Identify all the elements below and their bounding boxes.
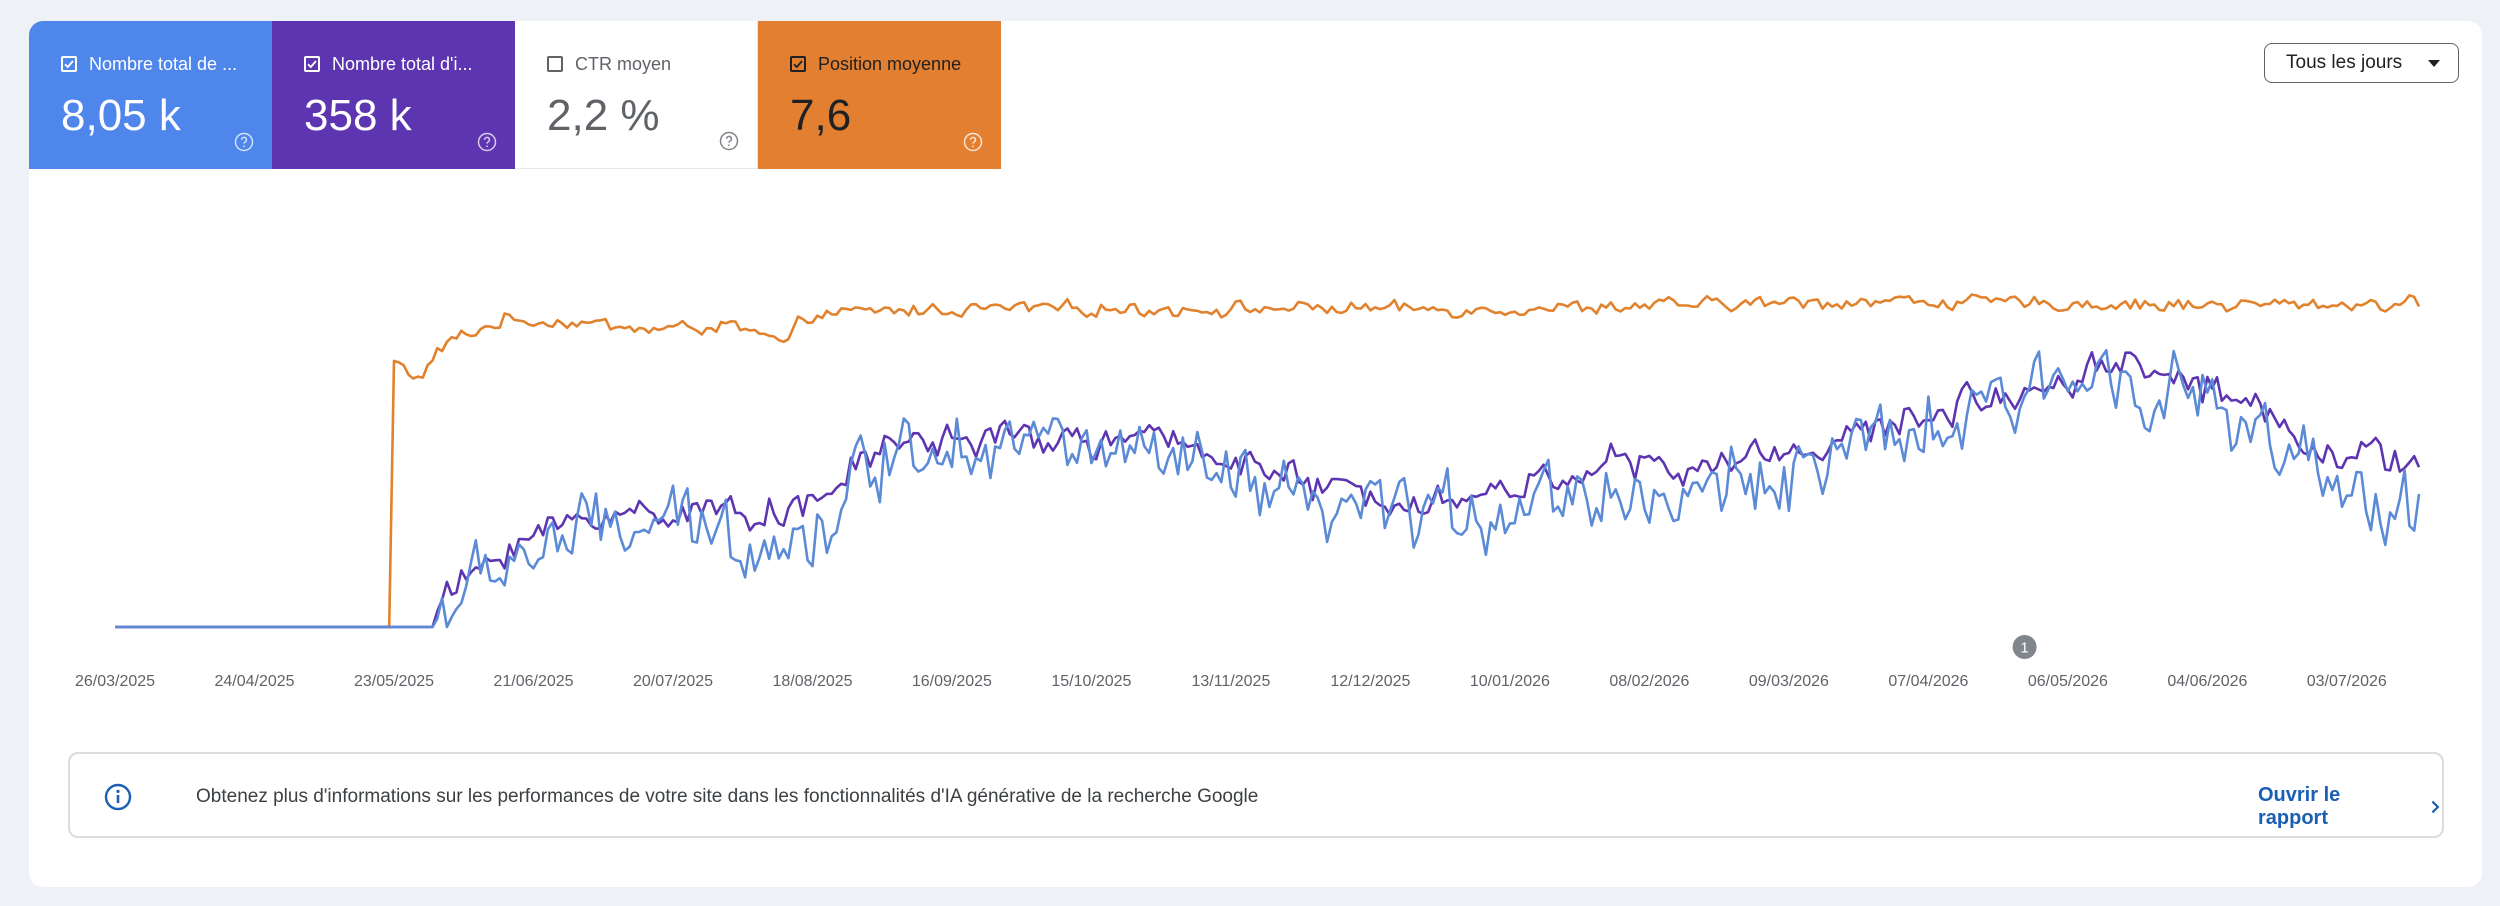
metric-total-impressions[interactable]: Nombre total d'i... 358 k [272, 21, 515, 169]
x-tick-label: 16/09/2025 [912, 673, 992, 690]
x-tick-label: 20/07/2025 [633, 673, 713, 690]
info-icon [104, 783, 132, 811]
open-report-link[interactable]: Ouvrir le rapport [2258, 784, 2442, 830]
metric-value: 8,05 k [61, 91, 181, 140]
metric-label: Nombre total d'i... [332, 53, 473, 74]
open-report-label: Ouvrir le rapport [2258, 784, 2341, 829]
metric-value: 358 k [304, 91, 412, 140]
metric-value: 2,2 % [547, 91, 660, 140]
date-filter-selected: Tous les jours [2286, 52, 2403, 73]
annotation-marker-circle[interactable] [2012, 635, 2037, 659]
caret-down-icon [2428, 60, 2440, 67]
x-tick-label: 03/07/2026 [2307, 673, 2387, 690]
x-tick-label: 08/02/2026 [1609, 673, 1689, 690]
help-icon[interactable] [234, 132, 254, 152]
performance-card: Nombre total de ... 8,05 k Nombre total … [29, 21, 2482, 887]
series-line-2 [115, 349, 2421, 629]
date-filter-dropdown[interactable]: Tous les jours [2264, 43, 2459, 83]
metric-label: CTR moyen [575, 53, 672, 74]
annotation-marker[interactable]: 1 [2012, 635, 2037, 659]
x-tick-label: 12/12/2025 [1330, 673, 1410, 690]
x-tick-label: 26/03/2025 [75, 673, 155, 690]
series-line-1 [115, 351, 2421, 629]
x-tick-label: 10/01/2026 [1470, 673, 1550, 690]
x-tick-label: 18/08/2025 [772, 673, 852, 690]
x-tick-label: 04/06/2026 [2167, 673, 2247, 690]
info-banner: Obtenez plus d'informations sur les perf… [68, 752, 2444, 838]
metric-average-position[interactable]: Position moyenne 7,6 [758, 21, 1001, 169]
x-tick-label: 23/05/2025 [354, 673, 434, 690]
annotation-marker-label: 1 [2020, 640, 2028, 657]
x-tick-label: 15/10/2025 [1051, 673, 1131, 690]
performance-chart: 26/03/2025 24/04/2025 23/05/2025 21/06/2025… [75, 293, 2421, 690]
x-tick-label: 24/04/2025 [214, 673, 294, 690]
banner-message: Obtenez plus d'informations sur les perf… [196, 786, 1259, 807]
metric-value: 7,6 [790, 91, 852, 140]
help-icon[interactable] [719, 131, 739, 151]
help-icon[interactable] [477, 132, 497, 152]
metric-total-clicks[interactable]: Nombre total de ... 8,05 k [29, 21, 272, 169]
help-icon[interactable] [963, 132, 983, 152]
metric-label: Position moyenne [818, 53, 962, 74]
x-tick-label: 07/04/2026 [1888, 673, 1968, 690]
chevron-right-icon [2431, 800, 2440, 814]
metric-average-ctr[interactable]: CTR moyen 2,2 % [515, 21, 758, 169]
x-tick-label: 06/05/2026 [2028, 673, 2108, 690]
metric-label: Nombre total de ... [89, 53, 238, 74]
x-tick-label: 13/11/2025 [1191, 673, 1270, 690]
x-tick-label: 21/06/2025 [493, 673, 573, 690]
checkbox-unchecked-icon[interactable] [547, 56, 563, 72]
checkbox-checked-icon[interactable] [790, 56, 806, 72]
checkbox-checked-icon[interactable] [304, 56, 320, 72]
x-tick-label: 09/03/2026 [1749, 673, 1829, 690]
checkbox-checked-icon[interactable] [61, 56, 77, 72]
series-line-0 [115, 293, 2421, 629]
